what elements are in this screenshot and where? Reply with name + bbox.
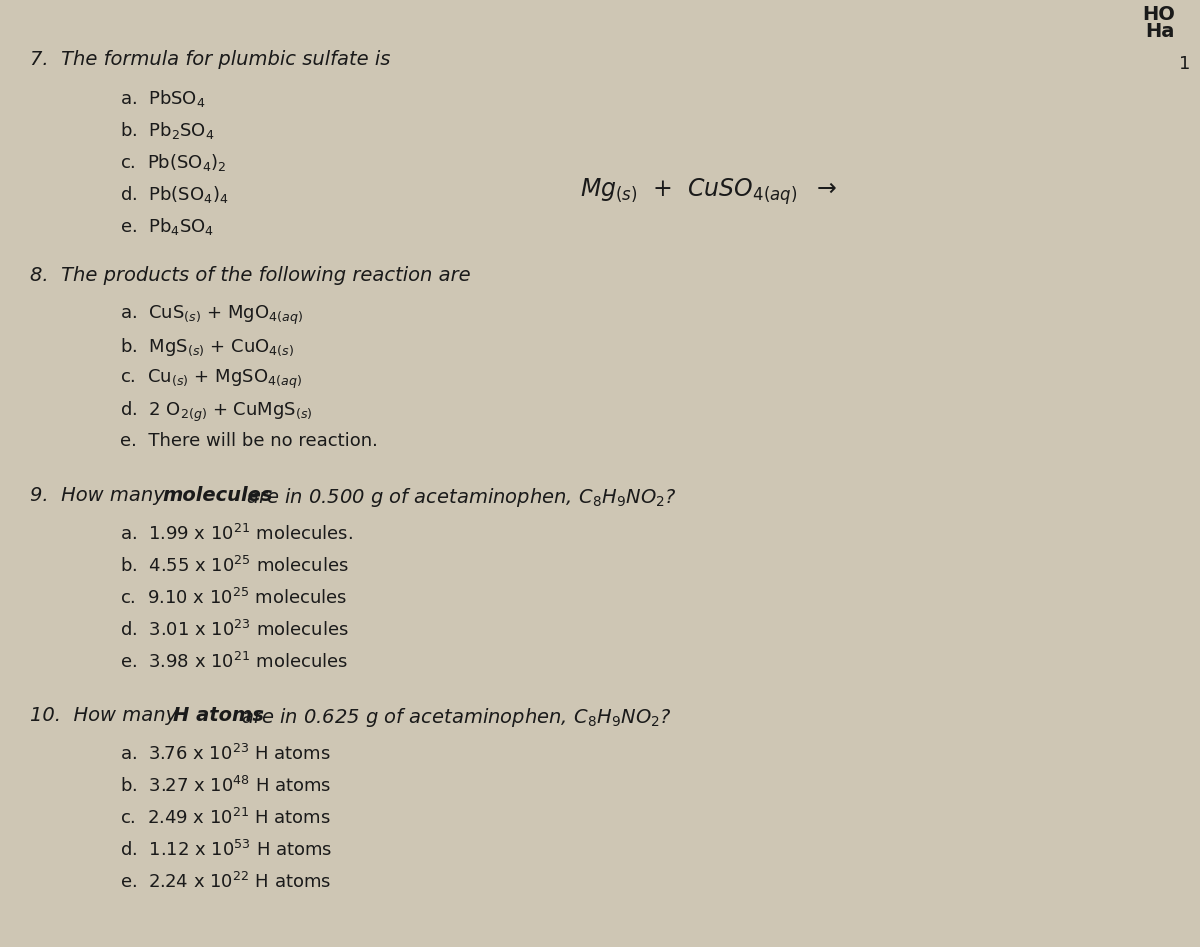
Text: 10.  How many: 10. How many [30, 706, 184, 725]
Text: 1: 1 [1178, 55, 1190, 73]
Text: HO: HO [1142, 5, 1175, 24]
Text: c.  9.10 x 10$^{25}$ molecules: c. 9.10 x 10$^{25}$ molecules [120, 588, 347, 608]
Text: d.  1.12 x 10$^{53}$ H atoms: d. 1.12 x 10$^{53}$ H atoms [120, 840, 332, 860]
Text: c.  2.49 x 10$^{21}$ H atoms: c. 2.49 x 10$^{21}$ H atoms [120, 808, 331, 828]
Text: d.  Pb(SO$_4$)$_4$: d. Pb(SO$_4$)$_4$ [120, 184, 229, 205]
Text: e.  3.98 x 10$^{21}$ molecules: e. 3.98 x 10$^{21}$ molecules [120, 652, 348, 672]
Text: a.  CuS$_{(s)}$ + MgO$_{4(aq)}$: a. CuS$_{(s)}$ + MgO$_{4(aq)}$ [120, 304, 302, 328]
Text: 7.  The formula for plumbic sulfate is: 7. The formula for plumbic sulfate is [30, 50, 390, 69]
Text: a.  PbSO$_4$: a. PbSO$_4$ [120, 88, 205, 109]
Text: e.  There will be no reaction.: e. There will be no reaction. [120, 432, 378, 450]
Text: Ha: Ha [1146, 22, 1175, 41]
Text: H atoms: H atoms [173, 706, 264, 725]
Text: 9.  How many: 9. How many [30, 486, 172, 505]
Text: 8.  The products of the following reaction are: 8. The products of the following reactio… [30, 266, 470, 285]
Text: are in 0.500 g of acetaminophen, C$_8$H$_9$NO$_2$?: are in 0.500 g of acetaminophen, C$_8$H$… [240, 486, 677, 509]
Text: are in 0.625 g of acetaminophen, C$_8$H$_9$NO$_2$?: are in 0.625 g of acetaminophen, C$_8$H$… [235, 706, 672, 729]
Text: b.  4.55 x 10$^{25}$ molecules: b. 4.55 x 10$^{25}$ molecules [120, 556, 348, 576]
Text: d.  2 O$_{2(g)}$ + CuMgS$_{(s)}$: d. 2 O$_{2(g)}$ + CuMgS$_{(s)}$ [120, 400, 313, 424]
Text: e.  Pb$_4$SO$_4$: e. Pb$_4$SO$_4$ [120, 216, 215, 237]
Text: a.  3.76 x 10$^{23}$ H atoms: a. 3.76 x 10$^{23}$ H atoms [120, 744, 331, 764]
Text: c.  Pb(SO$_4$)$_2$: c. Pb(SO$_4$)$_2$ [120, 152, 227, 173]
Text: b.  3.27 x 10$^{48}$ H atoms: b. 3.27 x 10$^{48}$ H atoms [120, 776, 331, 796]
Text: b.  Pb$_2$SO$_4$: b. Pb$_2$SO$_4$ [120, 120, 215, 141]
Text: c.  Cu$_{(s)}$ + MgSO$_{4(aq)}$: c. Cu$_{(s)}$ + MgSO$_{4(aq)}$ [120, 368, 302, 391]
Text: molecules: molecules [162, 486, 272, 505]
Text: b.  MgS$_{(s)}$ + CuO$_{4(s)}$: b. MgS$_{(s)}$ + CuO$_{4(s)}$ [120, 336, 294, 358]
Text: a.  1.99 x 10$^{21}$ molecules.: a. 1.99 x 10$^{21}$ molecules. [120, 524, 353, 545]
Text: d.  3.01 x 10$^{23}$ molecules: d. 3.01 x 10$^{23}$ molecules [120, 620, 348, 640]
Text: $Mg_{(s)}$  +  $CuSO_{4(aq)}$  $\rightarrow$: $Mg_{(s)}$ + $CuSO_{4(aq)}$ $\rightarrow… [580, 176, 838, 206]
Text: e.  2.24 x 10$^{22}$ H atoms: e. 2.24 x 10$^{22}$ H atoms [120, 872, 331, 892]
